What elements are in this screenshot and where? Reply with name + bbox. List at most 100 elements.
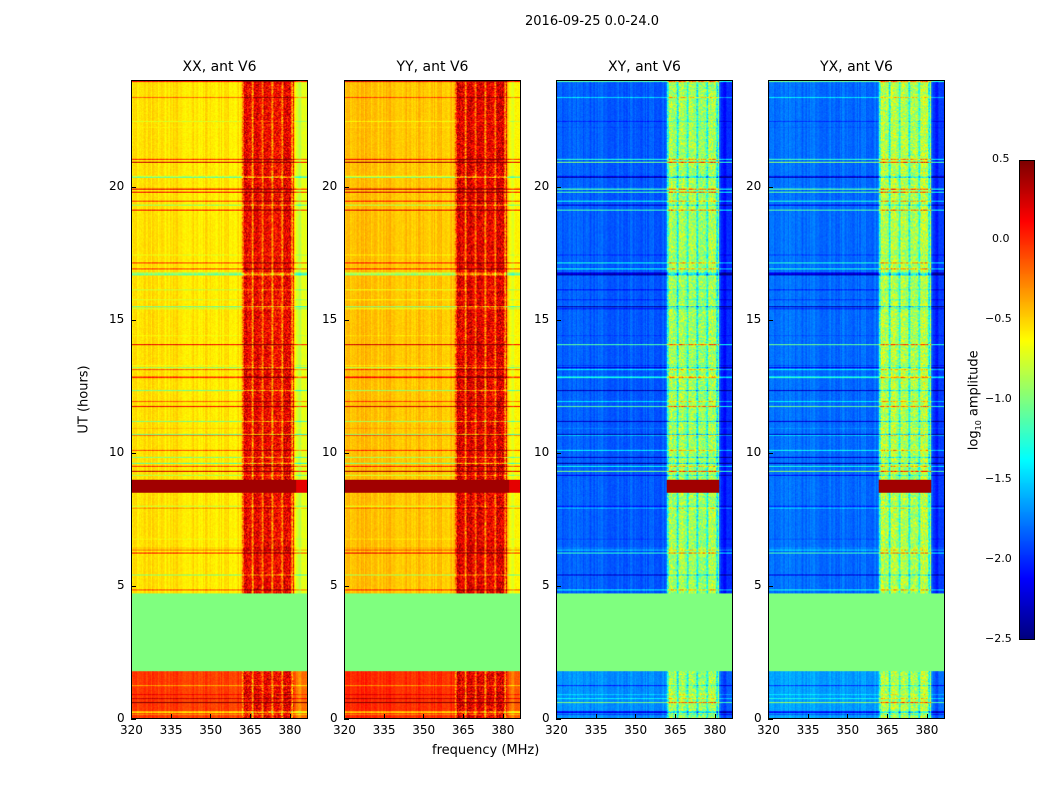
- x-tick-mark: [344, 714, 345, 719]
- x-tick-label: 365: [875, 723, 899, 737]
- y-tick-mark: [344, 719, 349, 720]
- x-tick-mark: [170, 714, 172, 719]
- colorbar-label: log10 amplitude: [966, 350, 984, 451]
- y-tick-mark: [344, 452, 349, 454]
- heatmap-panel-4: [768, 80, 945, 719]
- x-tick-mark: [926, 714, 928, 719]
- heatmap-panel-1: [131, 80, 308, 719]
- y-tick-mark: [768, 319, 773, 321]
- y-tick-label: 5: [330, 577, 338, 592]
- colorbar-tick-label: 0.5: [992, 152, 1010, 165]
- y-tick-label: 20: [322, 178, 338, 193]
- y-tick-mark: [768, 719, 773, 720]
- x-tick-mark: [847, 714, 849, 719]
- heatmap-image: [769, 81, 944, 718]
- x-tick-mark: [210, 714, 212, 719]
- x-tick-mark: [595, 714, 597, 719]
- y-tick-label: 0: [754, 711, 762, 725]
- y-tick-mark: [556, 319, 561, 321]
- heatmap-panel-3: [556, 80, 733, 719]
- y-tick-label: 10: [746, 444, 762, 459]
- x-tick-label: 335: [159, 723, 183, 737]
- y-tick-mark: [556, 719, 561, 720]
- panel-title: YY, ant V6: [396, 59, 469, 75]
- y-tick-label: 15: [322, 311, 338, 326]
- x-tick-mark: [807, 714, 809, 719]
- colorbar-tick-label: 0.0: [992, 232, 1010, 245]
- colorbar-tick-label: −2.5: [985, 632, 1012, 645]
- heatmap-image: [345, 81, 520, 718]
- y-tick-mark: [768, 186, 773, 188]
- y-tick-label: 0: [117, 711, 125, 725]
- y-tick-mark: [344, 585, 349, 587]
- x-tick-label: 320: [120, 723, 143, 737]
- x-tick-label: 380: [491, 723, 515, 737]
- y-tick-label: 10: [322, 444, 338, 459]
- panel-title: XY, ant V6: [608, 59, 681, 75]
- x-axis-label: frequency (MHz): [432, 743, 540, 758]
- heatmap-image: [132, 81, 307, 718]
- y-axis-label: UT (hours): [76, 365, 92, 434]
- y-tick-mark: [344, 186, 349, 188]
- x-tick-mark: [249, 714, 251, 719]
- y-tick-label: 5: [117, 577, 125, 592]
- x-tick-label: 350: [199, 723, 223, 737]
- y-tick-label: 20: [534, 178, 550, 193]
- y-tick-mark: [768, 585, 773, 587]
- y-tick-mark: [131, 585, 136, 587]
- heatmap-image: [557, 81, 732, 718]
- y-tick-label: 5: [754, 577, 762, 592]
- y-tick-label: 20: [109, 178, 125, 193]
- x-tick-mark: [886, 714, 888, 719]
- x-tick-label: 335: [796, 723, 820, 737]
- x-tick-mark: [423, 714, 425, 719]
- x-tick-label: 320: [333, 723, 356, 737]
- y-tick-label: 0: [542, 711, 550, 725]
- x-tick-mark: [383, 714, 385, 719]
- y-tick-label: 0: [330, 711, 338, 725]
- heatmap-panel-2: [344, 80, 521, 719]
- x-tick-mark: [635, 714, 637, 719]
- x-tick-mark: [714, 714, 716, 719]
- y-tick-label: 5: [542, 577, 550, 592]
- panel-title: XX, ant V6: [182, 59, 257, 75]
- x-tick-label: 380: [278, 723, 302, 737]
- x-tick-label: 350: [412, 723, 436, 737]
- x-tick-label: 335: [584, 723, 608, 737]
- x-tick-label: 320: [545, 723, 568, 737]
- x-tick-label: 380: [915, 723, 939, 737]
- x-tick-label: 350: [836, 723, 860, 737]
- x-tick-label: 365: [238, 723, 262, 737]
- x-tick-label: 320: [757, 723, 780, 737]
- colorbar-tick-label: −1.0: [985, 392, 1012, 405]
- y-tick-mark: [131, 452, 136, 454]
- y-tick-mark: [131, 319, 136, 321]
- y-tick-label: 10: [109, 444, 125, 459]
- x-tick-label: 365: [451, 723, 475, 737]
- x-tick-label: 380: [703, 723, 727, 737]
- x-tick-mark: [674, 714, 676, 719]
- colorbar-tick-label: −1.5: [985, 472, 1012, 485]
- y-tick-mark: [131, 719, 136, 720]
- y-tick-mark: [556, 585, 561, 587]
- colorbar-tick-label: −2.0: [985, 552, 1012, 565]
- y-tick-mark: [556, 186, 561, 188]
- x-tick-mark: [556, 714, 557, 719]
- x-tick-mark: [768, 714, 769, 719]
- suptitle: 2016-09-25 0.0-24.0: [525, 14, 659, 29]
- y-tick-label: 15: [746, 311, 762, 326]
- x-tick-label: 335: [372, 723, 396, 737]
- x-tick-label: 365: [663, 723, 687, 737]
- y-tick-mark: [344, 319, 349, 321]
- colorbar-tick-label: −0.5: [985, 312, 1012, 325]
- colorbar: [1019, 160, 1035, 640]
- y-tick-mark: [768, 452, 773, 454]
- x-tick-mark: [131, 714, 132, 719]
- x-tick-mark: [462, 714, 464, 719]
- y-tick-label: 10: [534, 444, 550, 459]
- x-tick-mark: [502, 714, 504, 719]
- x-tick-mark: [289, 714, 291, 719]
- y-tick-mark: [131, 186, 136, 188]
- x-tick-label: 350: [624, 723, 648, 737]
